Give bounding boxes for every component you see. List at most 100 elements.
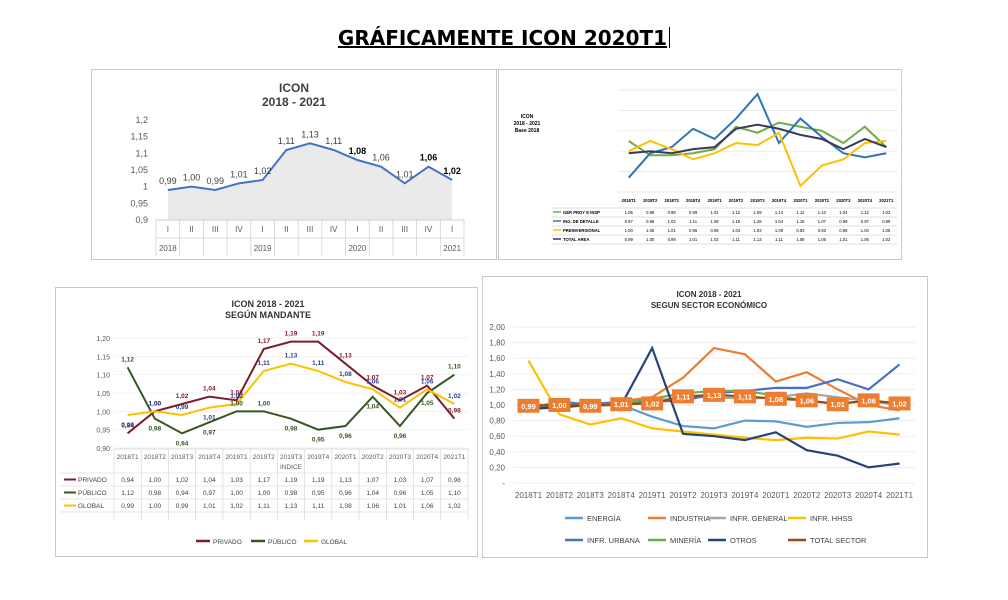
x-tick-label: 2019T2 xyxy=(253,454,275,461)
series-line xyxy=(126,366,455,435)
data-label-box xyxy=(579,398,602,413)
x-tick-label: 2020T2 xyxy=(362,454,384,461)
x-tick-label: I xyxy=(356,225,358,234)
data-label: 1,04 xyxy=(203,386,216,393)
table-cell: 1.01 xyxy=(839,237,848,242)
x-tick-label: 2020T3 xyxy=(389,454,411,461)
table-cell: 1,19 xyxy=(312,477,325,484)
chart-panel-sector: ICON 2018 - 2021 SEGUN SECTOR ECONÓMICO … xyxy=(482,276,928,558)
x-tick-label: 2019T1 xyxy=(639,491,667,500)
series-line xyxy=(126,340,456,435)
data-label: 1,03 xyxy=(394,389,407,396)
chart-icon-mandante: ICON 2018 - 2021 SEGÚN MANDANTE 0,90 0,95… xyxy=(60,299,469,546)
data-label: 1,11 xyxy=(738,392,752,401)
data-label: 1,00 xyxy=(183,173,201,183)
table-cell: 1.05 xyxy=(625,210,634,215)
data-label: 0,99 xyxy=(159,176,177,186)
legend-label: INDUSTRIA xyxy=(670,514,710,523)
table-cell: 1.01 xyxy=(668,228,677,233)
x-year-label: 2021 xyxy=(443,244,461,253)
series-line xyxy=(628,131,887,188)
series-line xyxy=(628,123,887,155)
table-cell: 1,02 xyxy=(448,503,461,510)
data-label: 1,04 xyxy=(366,404,379,411)
table-cell: 0.96 xyxy=(689,228,698,233)
table-cell: 1,03 xyxy=(394,477,407,484)
series-line xyxy=(628,121,887,157)
x-tick-label: 2021T1 xyxy=(443,454,465,461)
table-cell: 1.02 xyxy=(882,210,891,215)
table-cell: 1.11 xyxy=(732,237,741,242)
y-tick-label: 0,80 xyxy=(489,417,505,426)
data-label: 1,07 xyxy=(366,375,379,382)
table-cell: 1.06 xyxy=(818,237,827,242)
table-cell: 1.04 xyxy=(732,228,741,233)
data-label-box xyxy=(795,393,818,408)
data-label-box xyxy=(826,397,849,412)
data-label-box xyxy=(548,398,571,412)
x-axis-title: INDICE xyxy=(280,464,303,471)
table-cell: 1.09 xyxy=(775,228,784,233)
table-cell: 1.02 xyxy=(668,219,677,224)
table-cell: 0.99 xyxy=(625,237,634,242)
table-cell: 0.93 xyxy=(818,228,827,233)
table-cell: 1.13 xyxy=(753,237,762,242)
table-cell: 1,00 xyxy=(230,490,243,497)
area-fill xyxy=(167,143,453,220)
y-tick-label: 0,95 xyxy=(96,428,110,435)
legend-label: INFR. GENERAL xyxy=(730,514,788,523)
chart-panel-areas: ICON 2018 - 2021 Base 2018 2018T1 2018T2 2… xyxy=(498,69,902,260)
table-cell: 1,07 xyxy=(421,477,434,484)
table-cell: 1.00 xyxy=(625,228,634,233)
legend-label: TOTAL SECTOR xyxy=(810,536,867,545)
y-tick-label: 0,40 xyxy=(489,448,505,457)
series-line xyxy=(167,142,453,192)
x-tick-label: 2020T1 xyxy=(334,454,356,461)
data-label: 1,08 xyxy=(339,371,352,378)
data-label-box xyxy=(517,398,540,413)
table-cell: 1.00 xyxy=(646,237,655,242)
data-label: 1,01 xyxy=(614,400,629,409)
table-cell: 0,97 xyxy=(203,490,216,497)
data-label: 1,01 xyxy=(394,397,407,404)
table-cell: 1.01 xyxy=(710,210,719,215)
x-tick-label: 2020T2 xyxy=(793,491,821,500)
data-label: 1,01 xyxy=(230,169,248,179)
x-tick-label: 2018T4 xyxy=(608,491,636,500)
y-tick-label: 0,60 xyxy=(489,432,505,441)
x-tick-label: II xyxy=(379,225,383,234)
data-label: 1,11 xyxy=(258,360,271,367)
y-tick-label: 1,80 xyxy=(489,339,505,348)
table-cell: 1.11 xyxy=(775,237,784,242)
table-cell: 1.01 xyxy=(689,237,698,242)
table-header: 2018T1 xyxy=(622,198,637,203)
chart-icon-sector: ICON 2018 - 2021 SEGUN SECTOR ECONÓMICO … xyxy=(489,290,915,545)
table-cell: 0.99 xyxy=(882,219,891,224)
table-cell: 1.07 xyxy=(818,219,827,224)
data-label: 1,07 xyxy=(421,375,434,382)
table-cell: 1,04 xyxy=(366,490,379,497)
legend-label: PREINVERSIONAL xyxy=(563,228,601,233)
table-cell: 1,12 xyxy=(121,490,134,497)
table-cell: 1,07 xyxy=(366,477,379,484)
data-label-box xyxy=(733,389,756,404)
x-tick-label: 2019T4 xyxy=(731,491,759,500)
table-cell: 0,98 xyxy=(285,490,298,497)
x-tick-label: IV xyxy=(330,225,338,234)
chart-title: ICON xyxy=(279,81,309,95)
y-tick-label: 1,00 xyxy=(96,409,110,416)
table-cell: 1,00 xyxy=(149,503,162,510)
y-tick-label: 1,15 xyxy=(130,132,148,142)
table-cell: 0.99 xyxy=(710,228,719,233)
table-cell: 1.12 xyxy=(796,210,805,215)
table-row-label: GLOBAL xyxy=(78,503,104,510)
data-label: 1,17 xyxy=(257,338,270,345)
x-tick-label: 2018T3 xyxy=(171,454,193,461)
data-label: 1,05 xyxy=(421,400,434,407)
table-cell: 1,02 xyxy=(176,477,189,484)
data-label: 1,06 xyxy=(372,153,390,163)
chart-title: ICON 2018 - 2021 xyxy=(677,290,742,299)
legend-label: ING. DE DETALLE xyxy=(563,219,599,224)
table-cell: 1.02 xyxy=(710,237,719,242)
chart-panel-mandante: ICON 2018 - 2021 SEGÚN MANDANTE 0,90 0,95… xyxy=(55,287,478,557)
